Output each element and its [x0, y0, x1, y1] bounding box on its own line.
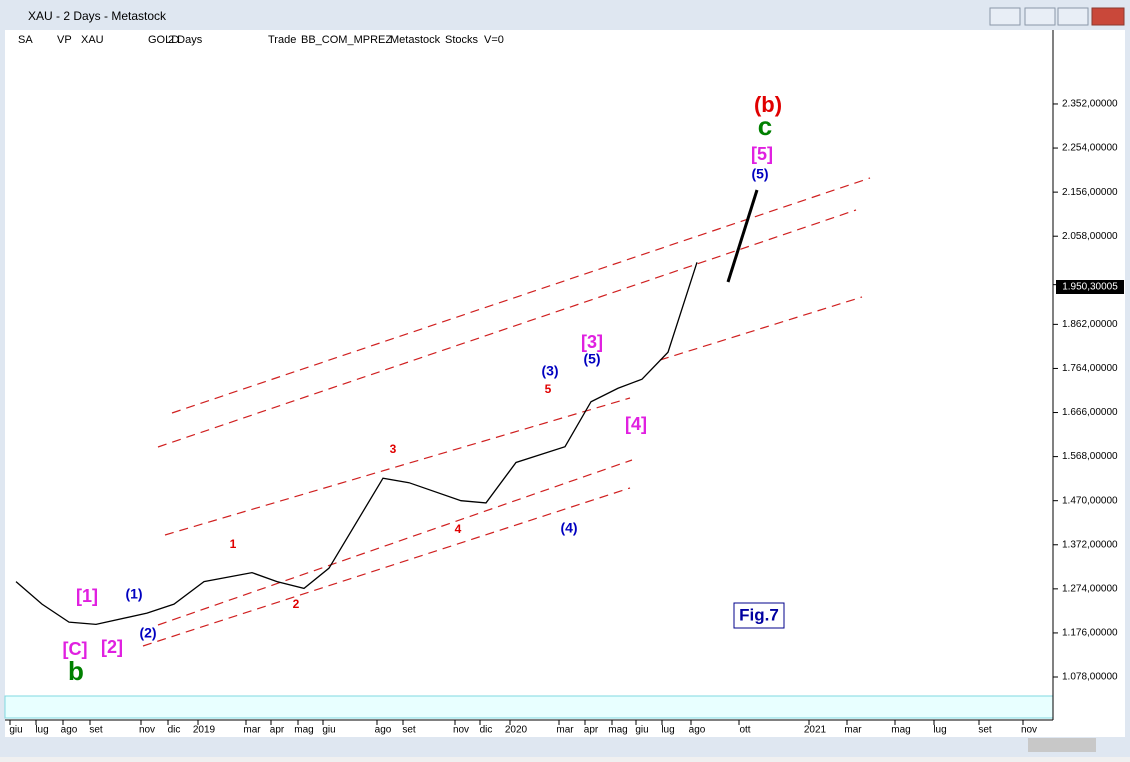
x-tick-label: nov [453, 725, 469, 736]
channel-lines [142, 177, 871, 647]
y-tick-label: 2.254,00000 [1062, 143, 1118, 154]
price-line [15, 262, 698, 626]
wave-label: [2] [101, 637, 123, 657]
wave-label: (4) [560, 520, 577, 536]
wave-label: (2) [139, 625, 156, 641]
x-tick-label: giu [9, 725, 22, 736]
wave-label: [C] [63, 639, 88, 659]
chart-area [5, 30, 1125, 737]
maximize-button[interactable] [1057, 7, 1089, 26]
x-tick-label: dic [168, 725, 181, 736]
toolbar-item: V=0 [484, 34, 504, 46]
wave-label: 2 [293, 597, 300, 611]
y-tick-label: 1.176,00000 [1062, 628, 1118, 639]
close-button[interactable] [1091, 7, 1125, 26]
x-tick-label: ago [689, 725, 706, 736]
wave-label: b [68, 656, 84, 686]
y-tick-label: 2.058,00000 [1062, 231, 1118, 242]
wave-label: (5) [751, 166, 768, 182]
wave-label: [3] [581, 332, 603, 352]
volume-strip [4, 695, 1054, 719]
wave-label: c [758, 111, 772, 141]
scrollbar-thumb[interactable] [1028, 738, 1096, 752]
toolbar-item: Trade [268, 34, 296, 46]
toolbar-item: Metastock [390, 34, 441, 46]
x-tick-label: mar [844, 725, 862, 736]
wave-label: 4 [455, 522, 462, 536]
y-tick-label: 1.666,00000 [1062, 407, 1118, 418]
x-tick-label: mar [243, 725, 261, 736]
x-tick-label: lug [933, 725, 946, 736]
toolbar-item: Stocks [445, 34, 479, 46]
x-tick-label: dic [480, 725, 493, 736]
y-tick-label: 1.470,00000 [1062, 495, 1118, 506]
wave-label: (1) [125, 586, 142, 602]
x-tick-label: lug [35, 725, 48, 736]
last-value-label: 1.950,30005 [1062, 282, 1118, 293]
wave-label: [4] [625, 414, 647, 434]
x-tick-label: 2021 [804, 725, 827, 736]
y-tick-label: 1.372,00000 [1062, 539, 1118, 550]
toolbar-item: XAU [81, 34, 104, 46]
wave-label: [5] [751, 144, 773, 164]
x-tick-label: lug [661, 725, 674, 736]
figure-label: Fig.7 [739, 605, 779, 624]
y-tick-label: 1.568,00000 [1062, 451, 1118, 462]
y-tick-label: 2.156,00000 [1062, 187, 1118, 198]
x-tick-label: mag [608, 725, 627, 736]
x-tick-label: nov [1021, 725, 1037, 736]
minimize-button[interactable] [1024, 7, 1056, 26]
x-tick-label: giu [635, 725, 648, 736]
wave-label: [1] [76, 586, 98, 606]
wave-label: (3) [541, 363, 558, 379]
toolbar-item: GOLD [148, 34, 179, 46]
y-tick-label: 2.352,00000 [1062, 99, 1118, 110]
window-title: XAU - 2 Days - Metastock [28, 9, 167, 23]
x-tick-label: ott [739, 725, 750, 736]
wave-label: (b) [754, 92, 782, 117]
x-tick-label: mar [556, 725, 574, 736]
x-tick-label: giu [322, 725, 335, 736]
toolbar-item: 2 Days [168, 34, 203, 46]
wave-label: 1 [230, 537, 237, 551]
x-tick-label: apr [584, 725, 599, 736]
toolbar-item: VP [57, 34, 72, 46]
last-value-box [1056, 280, 1124, 294]
wave-label: (5) [583, 351, 600, 367]
x-tick-label: set [89, 725, 103, 736]
toolbar-item: BB_COM_MPREZ [301, 34, 392, 46]
x-tick-label: 2020 [505, 725, 528, 736]
restore-button[interactable] [989, 7, 1021, 26]
wave-label: 5 [545, 382, 552, 396]
x-tick-label: set [402, 725, 416, 736]
y-tick-label: 1.274,00000 [1062, 583, 1118, 594]
x-tick-label: set [978, 725, 992, 736]
title-bar [5, 4, 1125, 28]
x-tick-label: 2019 [193, 725, 216, 736]
x-tick-label: mag [891, 725, 910, 736]
toolbar-item: SA [18, 34, 33, 46]
projection-line [726, 189, 759, 283]
x-tick-label: apr [270, 725, 285, 736]
x-tick-label: ago [375, 725, 392, 736]
wave-label: 3 [390, 442, 397, 456]
y-tick-label: 1.862,00000 [1062, 319, 1118, 330]
x-tick-label: nov [139, 725, 155, 736]
y-tick-label: 1.764,00000 [1062, 363, 1118, 374]
figure-box [733, 602, 785, 629]
x-tick-label: mag [294, 725, 313, 736]
y-tick-label: 1.078,00000 [1062, 672, 1118, 683]
x-tick-label: ago [61, 725, 78, 736]
